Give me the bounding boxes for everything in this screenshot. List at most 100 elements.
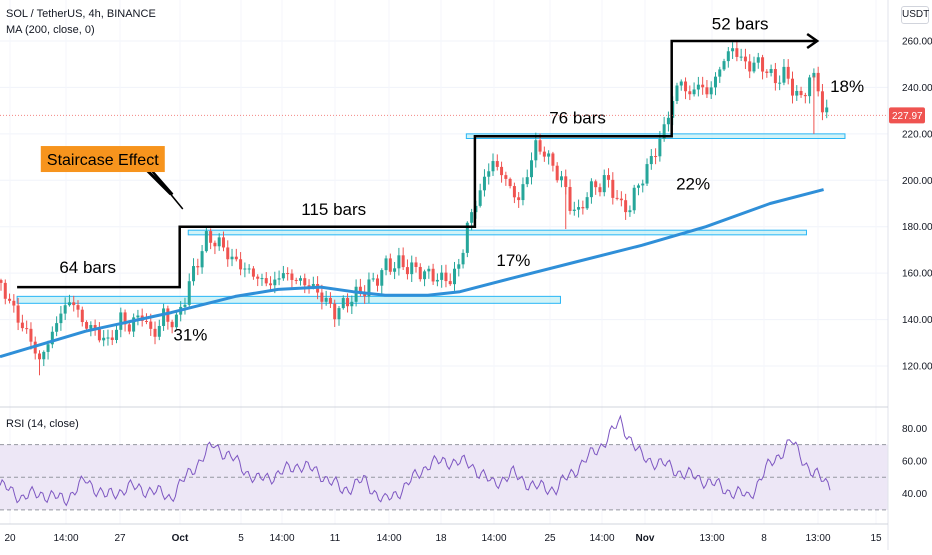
candle-body <box>696 84 700 90</box>
candle-body <box>444 272 448 282</box>
candle-body <box>93 325 97 329</box>
candle-body <box>110 337 114 340</box>
rsi-line <box>0 414 831 507</box>
candle-body <box>491 161 495 172</box>
candle-body <box>380 270 384 286</box>
candle-body <box>748 61 752 72</box>
candle-body <box>628 210 632 213</box>
callout-box[interactable] <box>40 146 165 173</box>
candle-body <box>251 268 255 277</box>
candle-body <box>589 181 593 198</box>
support-zone[interactable] <box>187 229 807 236</box>
candle-body <box>277 278 281 280</box>
candle-body <box>346 298 350 307</box>
annotation-label[interactable]: 31% <box>173 325 207 344</box>
candle-body <box>658 138 662 157</box>
time-tick-label: 25 <box>544 533 556 544</box>
candle-body <box>286 273 290 275</box>
candle-body <box>756 57 760 63</box>
candle-body <box>209 231 213 243</box>
candle-body <box>688 91 692 95</box>
support-zone[interactable] <box>16 295 561 304</box>
candle-body <box>598 187 602 193</box>
candle-body <box>384 258 388 271</box>
candle-body <box>465 222 469 253</box>
candle-body <box>743 56 747 62</box>
candle-body <box>803 95 807 97</box>
time-tick-label: 15 <box>870 533 882 544</box>
ma200-line <box>0 188 824 359</box>
candle-body <box>106 337 110 339</box>
candle-body <box>55 323 59 332</box>
currency-badge[interactable]: USDT <box>901 6 929 24</box>
candle-body <box>722 61 726 70</box>
last-price-badge <box>889 107 925 124</box>
time-tick-label: 14:00 <box>481 533 506 544</box>
annotation-label[interactable]: 18% <box>830 77 864 96</box>
candle-body <box>731 48 735 52</box>
candle-body <box>397 255 401 269</box>
candle-body <box>555 165 559 181</box>
candle-body <box>525 177 529 185</box>
candle-body <box>200 251 204 268</box>
candle-body <box>76 305 80 310</box>
candle-body <box>341 298 345 309</box>
candle-body <box>709 87 713 95</box>
candle-body <box>632 187 636 211</box>
candle-body <box>739 56 743 58</box>
candle-body <box>85 322 89 329</box>
time-tick-label: 14:00 <box>589 533 614 544</box>
candle-body <box>371 278 375 280</box>
candle-body <box>294 279 298 281</box>
ma-indicator-label[interactable]: MA (200, close, 0) <box>6 24 95 36</box>
candle-body <box>790 78 794 96</box>
time-tick-label: 20 <box>4 533 16 544</box>
candle-body <box>448 281 452 285</box>
candle-body <box>226 247 230 260</box>
candle-body <box>423 271 427 280</box>
candle-body <box>418 266 422 280</box>
candle-body <box>607 175 611 180</box>
callout-text: Staircase Effect <box>47 152 159 169</box>
annotation-label[interactable]: 115 bars <box>301 200 366 219</box>
candle-body <box>136 315 140 318</box>
candle-body <box>542 151 546 157</box>
candle-body <box>461 252 465 265</box>
candle-body <box>127 324 131 332</box>
price-tick-label: 120.00 <box>902 362 932 373</box>
price-tick-label: 200.00 <box>902 176 932 187</box>
candle-body <box>538 140 542 152</box>
candle-body <box>799 90 803 96</box>
candle-body <box>243 268 247 270</box>
candle-body <box>183 304 187 307</box>
staircase-path[interactable] <box>17 39 818 289</box>
candle-body <box>692 89 696 95</box>
candle-body <box>204 231 208 252</box>
candle-body <box>825 107 829 113</box>
annotation-label[interactable]: 17% <box>496 251 530 270</box>
candle-body <box>470 212 474 223</box>
time-tick-label: 14:00 <box>53 533 78 544</box>
candle-body <box>281 273 285 279</box>
annotation-label[interactable]: 64 bars <box>59 258 116 277</box>
last-price-label: 227.97 <box>892 111 923 122</box>
candle-body <box>765 71 769 73</box>
candle-body <box>594 181 598 188</box>
annotation-label[interactable]: 52 bars <box>712 14 769 33</box>
candle-body <box>260 278 264 280</box>
candle-body <box>16 305 20 323</box>
candle-body <box>662 124 666 139</box>
price-tick-label: 140.00 <box>902 315 932 326</box>
candle-body <box>619 198 623 201</box>
time-tick-label: Oct <box>172 533 189 544</box>
annotation-label[interactable]: 76 bars <box>549 108 606 127</box>
time-tick-label: Nov <box>636 533 655 544</box>
candle-body <box>602 175 606 193</box>
price-tick-label: 160.00 <box>902 269 932 280</box>
candle-body <box>551 153 555 166</box>
candle-body <box>718 69 722 77</box>
rsi-indicator-label[interactable]: RSI (14, close) <box>6 418 79 430</box>
annotation-label[interactable]: 22% <box>676 175 710 194</box>
candle-body <box>495 161 499 167</box>
